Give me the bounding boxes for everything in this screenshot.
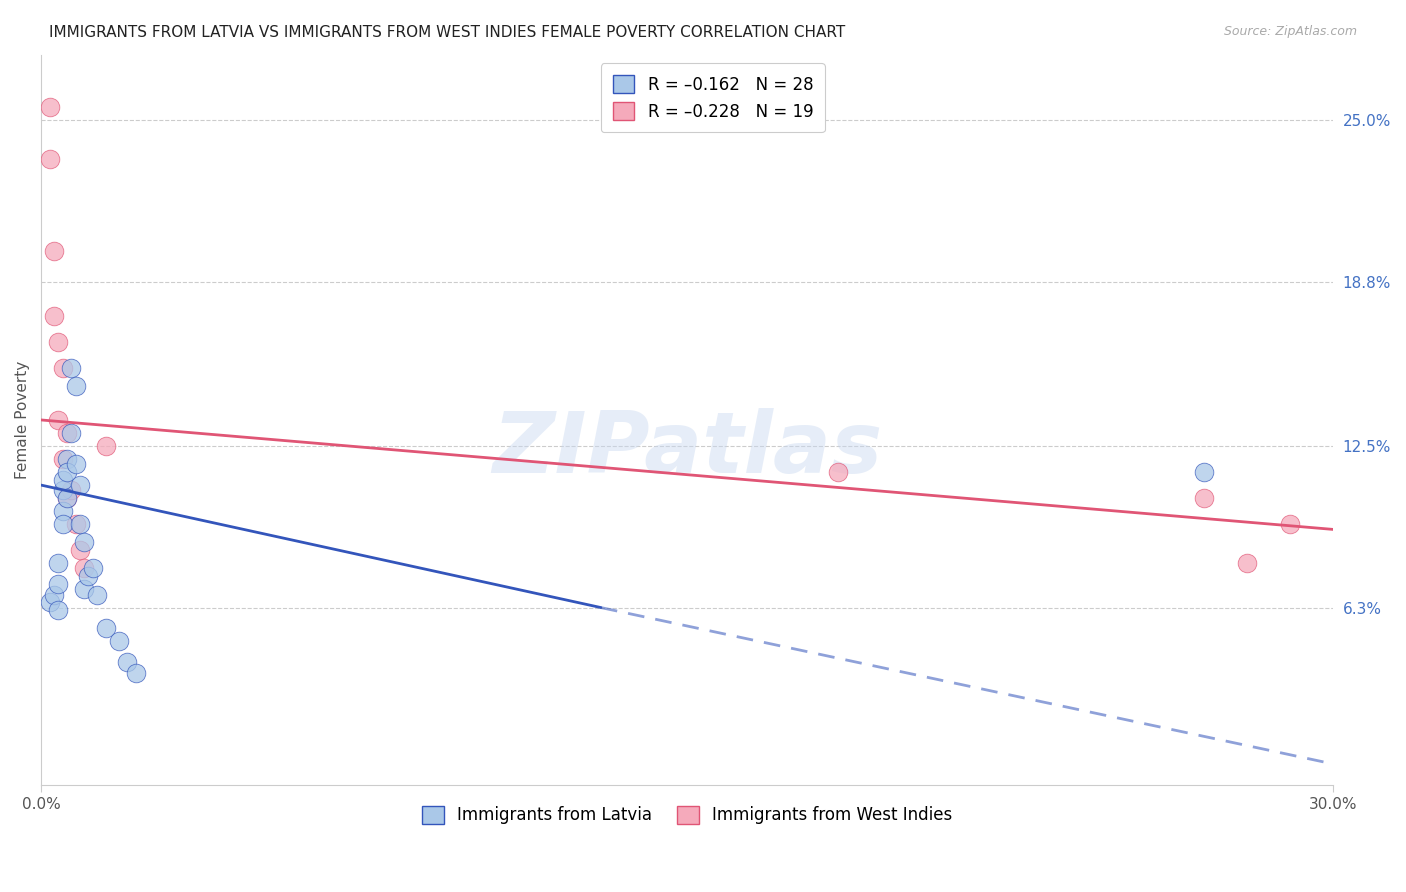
Point [56, 491, 79, 505]
Point [69, 478, 91, 492]
Point [56, 465, 79, 479]
Point [46, 603, 69, 617]
Text: Source: ZipAtlas.com: Source: ZipAtlas.com [1223, 25, 1357, 38]
Text: IMMIGRANTS FROM LATVIA VS IMMIGRANTS FROM WEST INDIES FEMALE POVERTY CORRELATION: IMMIGRANTS FROM LATVIA VS IMMIGRANTS FRO… [49, 25, 845, 40]
Point [60, 360, 83, 375]
Point [38, 100, 60, 114]
Point [52, 517, 75, 532]
Point [46, 556, 69, 570]
Point [52, 504, 75, 518]
Point [86, 588, 108, 602]
Point [52, 473, 75, 487]
Point [1192, 465, 1215, 479]
Point [38, 595, 60, 609]
Point [73, 561, 96, 575]
Point [46, 413, 69, 427]
Point [82, 561, 104, 575]
Point [107, 634, 129, 648]
Point [52, 483, 75, 498]
Point [42, 588, 65, 602]
Point [38, 153, 60, 167]
Point [56, 452, 79, 467]
Point [1192, 491, 1215, 505]
Point [77, 569, 100, 583]
Point [115, 655, 138, 669]
Point [65, 379, 87, 393]
Text: ZIPatlas: ZIPatlas [492, 408, 882, 491]
Point [52, 360, 75, 375]
Point [46, 334, 69, 349]
Point [94, 439, 117, 453]
Point [1236, 556, 1258, 570]
Point [46, 577, 69, 591]
Point [56, 425, 79, 440]
Point [73, 582, 96, 597]
Point [60, 483, 83, 498]
Point [827, 465, 849, 479]
Y-axis label: Female Poverty: Female Poverty [15, 361, 30, 479]
Point [52, 452, 75, 467]
Point [42, 309, 65, 323]
Point [69, 543, 91, 558]
Point [125, 665, 148, 680]
Point [73, 535, 96, 549]
Point [65, 517, 87, 532]
Point [65, 457, 87, 471]
Point [1278, 517, 1301, 532]
Point [69, 517, 91, 532]
Point [60, 425, 83, 440]
Legend: Immigrants from Latvia, Immigrants from West Indies: Immigrants from Latvia, Immigrants from … [415, 799, 959, 831]
Point [94, 621, 117, 635]
Point [56, 491, 79, 505]
Point [42, 244, 65, 258]
